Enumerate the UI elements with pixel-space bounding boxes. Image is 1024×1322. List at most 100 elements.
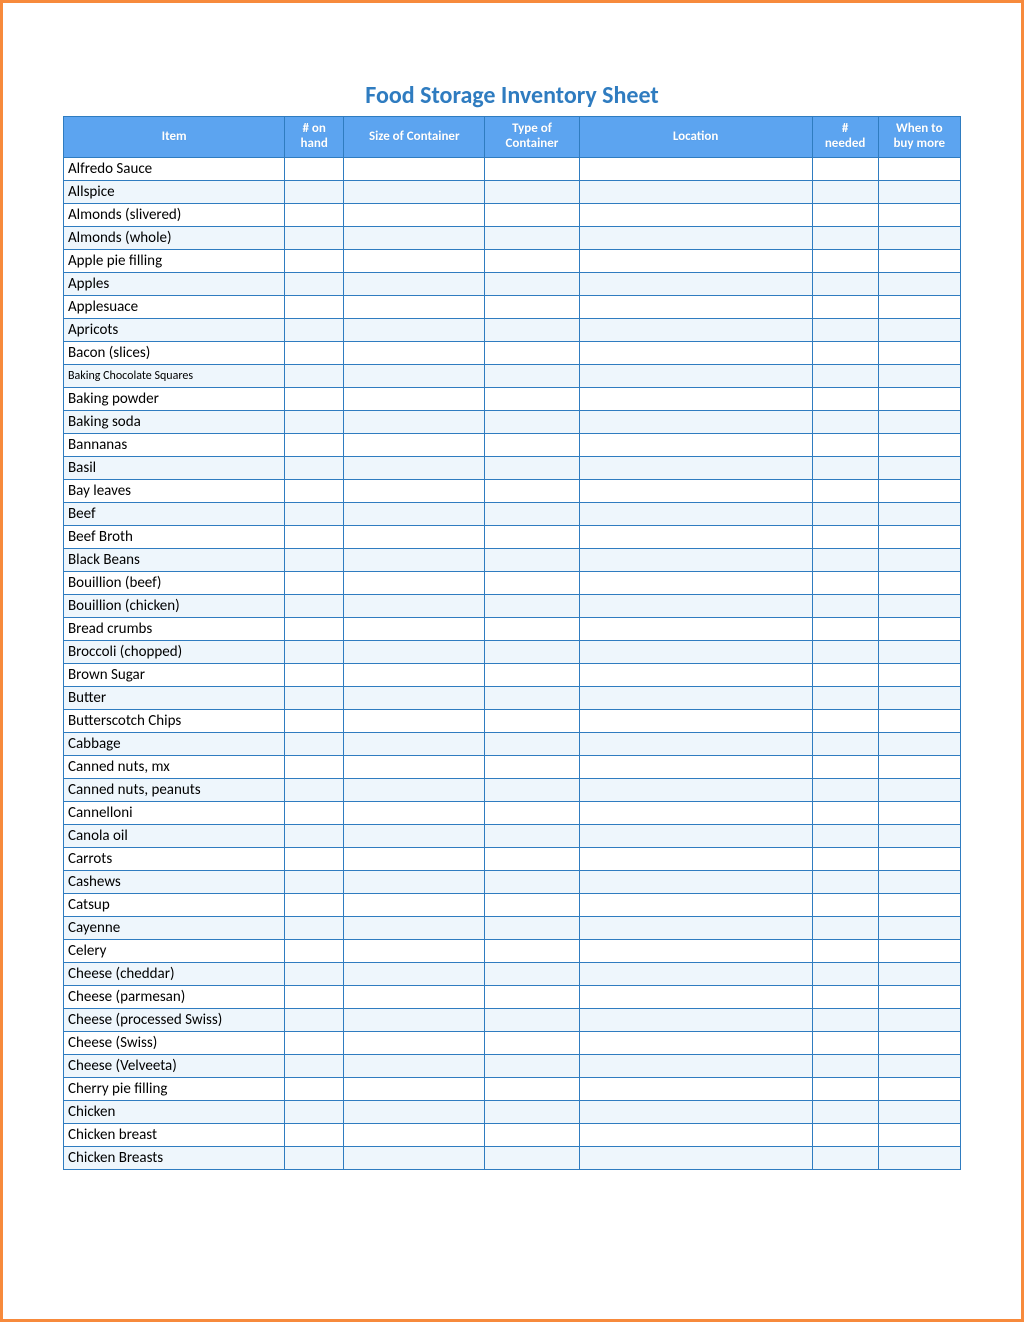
cell-size[interactable]: [344, 1032, 485, 1055]
cell-size[interactable]: [344, 825, 485, 848]
cell-type[interactable]: [485, 687, 579, 710]
cell-location[interactable]: [579, 779, 812, 802]
cell-item[interactable]: Bay leaves: [64, 480, 285, 503]
cell-item[interactable]: Chicken: [64, 1101, 285, 1124]
cell-when[interactable]: [878, 572, 960, 595]
cell-type[interactable]: [485, 618, 579, 641]
cell-on_hand[interactable]: [285, 158, 344, 181]
cell-on_hand[interactable]: [285, 710, 344, 733]
cell-on_hand[interactable]: [285, 411, 344, 434]
cell-location[interactable]: [579, 986, 812, 1009]
col-header-size[interactable]: Size of Container: [344, 117, 485, 158]
cell-when[interactable]: [878, 342, 960, 365]
cell-type[interactable]: [485, 434, 579, 457]
cell-item[interactable]: Chicken breast: [64, 1124, 285, 1147]
cell-type[interactable]: [485, 227, 579, 250]
cell-size[interactable]: [344, 250, 485, 273]
cell-needed[interactable]: [812, 664, 878, 687]
cell-size[interactable]: [344, 181, 485, 204]
col-header-type[interactable]: Type ofContainer: [485, 117, 579, 158]
cell-size[interactable]: [344, 963, 485, 986]
cell-type[interactable]: [485, 388, 579, 411]
cell-type[interactable]: [485, 1124, 579, 1147]
cell-size[interactable]: [344, 1101, 485, 1124]
cell-size[interactable]: [344, 687, 485, 710]
cell-location[interactable]: [579, 1055, 812, 1078]
cell-item[interactable]: Broccoli (chopped): [64, 641, 285, 664]
cell-item[interactable]: Cheese (Swiss): [64, 1032, 285, 1055]
cell-location[interactable]: [579, 802, 812, 825]
cell-item[interactable]: Baking soda: [64, 411, 285, 434]
cell-on_hand[interactable]: [285, 687, 344, 710]
cell-on_hand[interactable]: [285, 894, 344, 917]
cell-type[interactable]: [485, 756, 579, 779]
cell-size[interactable]: [344, 434, 485, 457]
cell-item[interactable]: Baking Chocolate Squares: [64, 365, 285, 388]
cell-size[interactable]: [344, 618, 485, 641]
cell-needed[interactable]: [812, 480, 878, 503]
cell-location[interactable]: [579, 963, 812, 986]
cell-needed[interactable]: [812, 779, 878, 802]
cell-location[interactable]: [579, 595, 812, 618]
cell-size[interactable]: [344, 802, 485, 825]
cell-on_hand[interactable]: [285, 917, 344, 940]
cell-item[interactable]: Canned nuts, peanuts: [64, 779, 285, 802]
col-header-on-hand[interactable]: # onhand: [285, 117, 344, 158]
cell-needed[interactable]: [812, 871, 878, 894]
cell-location[interactable]: [579, 457, 812, 480]
col-header-item[interactable]: Item: [64, 117, 285, 158]
cell-size[interactable]: [344, 227, 485, 250]
cell-on_hand[interactable]: [285, 641, 344, 664]
cell-when[interactable]: [878, 595, 960, 618]
cell-location[interactable]: [579, 940, 812, 963]
cell-item[interactable]: Canned nuts, mx: [64, 756, 285, 779]
cell-when[interactable]: [878, 319, 960, 342]
cell-location[interactable]: [579, 434, 812, 457]
cell-on_hand[interactable]: [285, 319, 344, 342]
cell-size[interactable]: [344, 940, 485, 963]
cell-type[interactable]: [485, 641, 579, 664]
cell-location[interactable]: [579, 871, 812, 894]
cell-size[interactable]: [344, 503, 485, 526]
cell-location[interactable]: [579, 1147, 812, 1170]
cell-size[interactable]: [344, 296, 485, 319]
cell-needed[interactable]: [812, 319, 878, 342]
cell-type[interactable]: [485, 986, 579, 1009]
cell-item[interactable]: Canola oil: [64, 825, 285, 848]
cell-on_hand[interactable]: [285, 986, 344, 1009]
cell-size[interactable]: [344, 204, 485, 227]
cell-needed[interactable]: [812, 411, 878, 434]
cell-size[interactable]: [344, 641, 485, 664]
cell-when[interactable]: [878, 756, 960, 779]
cell-on_hand[interactable]: [285, 250, 344, 273]
cell-size[interactable]: [344, 319, 485, 342]
cell-location[interactable]: [579, 273, 812, 296]
cell-on_hand[interactable]: [285, 940, 344, 963]
cell-when[interactable]: [878, 1055, 960, 1078]
cell-type[interactable]: [485, 1009, 579, 1032]
cell-needed[interactable]: [812, 388, 878, 411]
cell-location[interactable]: [579, 549, 812, 572]
cell-needed[interactable]: [812, 963, 878, 986]
cell-on_hand[interactable]: [285, 825, 344, 848]
cell-location[interactable]: [579, 480, 812, 503]
cell-on_hand[interactable]: [285, 802, 344, 825]
cell-when[interactable]: [878, 227, 960, 250]
cell-when[interactable]: [878, 158, 960, 181]
cell-item[interactable]: Basil: [64, 457, 285, 480]
col-header-location[interactable]: Location: [579, 117, 812, 158]
cell-size[interactable]: [344, 365, 485, 388]
cell-item[interactable]: Bouillion (beef): [64, 572, 285, 595]
cell-type[interactable]: [485, 664, 579, 687]
cell-location[interactable]: [579, 388, 812, 411]
cell-item[interactable]: Bouillion (chicken): [64, 595, 285, 618]
cell-when[interactable]: [878, 1009, 960, 1032]
cell-item[interactable]: Cannelloni: [64, 802, 285, 825]
cell-size[interactable]: [344, 1078, 485, 1101]
cell-size[interactable]: [344, 526, 485, 549]
cell-needed[interactable]: [812, 1009, 878, 1032]
cell-type[interactable]: [485, 848, 579, 871]
cell-when[interactable]: [878, 687, 960, 710]
cell-location[interactable]: [579, 204, 812, 227]
cell-item[interactable]: Carrots: [64, 848, 285, 871]
